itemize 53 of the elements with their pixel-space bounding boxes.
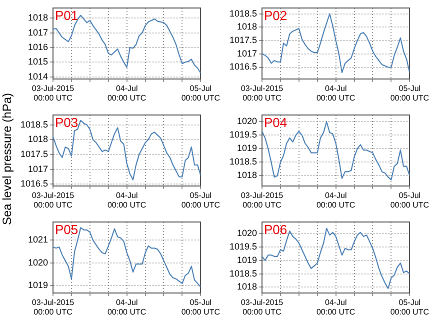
y-tick-label: 1018 — [236, 282, 257, 292]
y-tick-label: 1016.5 — [229, 62, 257, 72]
x-tick-label: 03-Jul-2015 00:00 UTC — [32, 298, 75, 317]
x-tick-label: 05-Jul 00:00 UTC — [390, 84, 430, 103]
x-tick-label: 04-Jul 00:00 UTC — [107, 298, 146, 317]
x-tick-label: 03-Jul-2015 00:00 UTC — [240, 298, 284, 317]
x-tick-label: 04-Jul 00:00 UTC — [316, 84, 356, 103]
y-tick-label: 1016 — [28, 42, 48, 52]
x-tick-label: 05-Jul 00:00 UTC — [181, 191, 220, 210]
y-tick-label: 1018 — [28, 134, 48, 144]
chart-title: P01 — [55, 8, 78, 24]
chart-title: P05 — [55, 222, 78, 238]
y-tick-label: 1015 — [28, 56, 48, 67]
x-tick-label: 05-Jul 00:00 UTC — [390, 191, 430, 210]
y-tick-label: 1017 — [236, 48, 257, 58]
y-tick-label: 1018.5 — [229, 268, 257, 278]
x-tick-label: 04-Jul 00:00 UTC — [316, 191, 356, 210]
chart-title: P04 — [264, 115, 288, 130]
x-tick-label: 05-Jul 00:00 UTC — [181, 84, 220, 103]
x-tick-label: 05-Jul 00:00 UTC — [390, 298, 430, 317]
y-tick-label: 1016.5 — [20, 178, 48, 189]
x-tick-label: 03-Jul-2015 00:00 UTC — [240, 191, 284, 210]
chart-title: P03 — [55, 115, 78, 130]
x-tick-label: 03-Jul-2015 00:00 UTC — [32, 191, 75, 210]
y-tick-label: 1019 — [28, 280, 48, 290]
y-tick-label: 1014 — [28, 71, 48, 82]
y-axis-title: Sea level pressure (hPa) — [0, 92, 14, 228]
x-tick-label: 05-Jul 00:00 UTC — [181, 298, 220, 317]
y-tick-label: 1017 — [28, 164, 48, 174]
x-tick-label: 03-Jul-2015 00:00 UTC — [32, 84, 75, 103]
y-tick-label: 1019.5 — [229, 242, 257, 252]
y-tick-label: 1017.5 — [229, 35, 257, 46]
y-tick-label: 1020 — [236, 116, 257, 126]
y-tick-label: 1018 — [28, 12, 48, 23]
x-tick-label: 04-Jul 00:00 UTC — [107, 191, 146, 210]
chart-title: P02 — [264, 8, 288, 24]
y-tick-label: 1018.5 — [229, 8, 257, 18]
y-tick-label: 1018.5 — [20, 119, 48, 130]
y-tick-label: 1018 — [236, 22, 257, 32]
y-tick-label: 1020 — [236, 228, 257, 238]
x-tick-label: 04-Jul 00:00 UTC — [107, 84, 146, 103]
x-tick-label: 04-Jul 00:00 UTC — [316, 298, 356, 317]
y-tick-label: 1019 — [236, 254, 257, 265]
y-tick-label: 1019 — [236, 143, 257, 154]
y-tick-label: 1018 — [236, 170, 257, 180]
chart-title: P06 — [264, 222, 288, 238]
y-tick-label: 1017.5 — [20, 148, 48, 159]
y-tick-label: 1017 — [28, 27, 48, 38]
y-tick-label: 1020 — [28, 257, 48, 268]
x-tick-label: 03-Jul-2015 00:00 UTC — [240, 84, 284, 103]
y-tick-label: 1021 — [28, 234, 48, 245]
y-tick-label: 1018.5 — [229, 156, 257, 167]
y-tick-label: 1019.5 — [229, 130, 257, 140]
